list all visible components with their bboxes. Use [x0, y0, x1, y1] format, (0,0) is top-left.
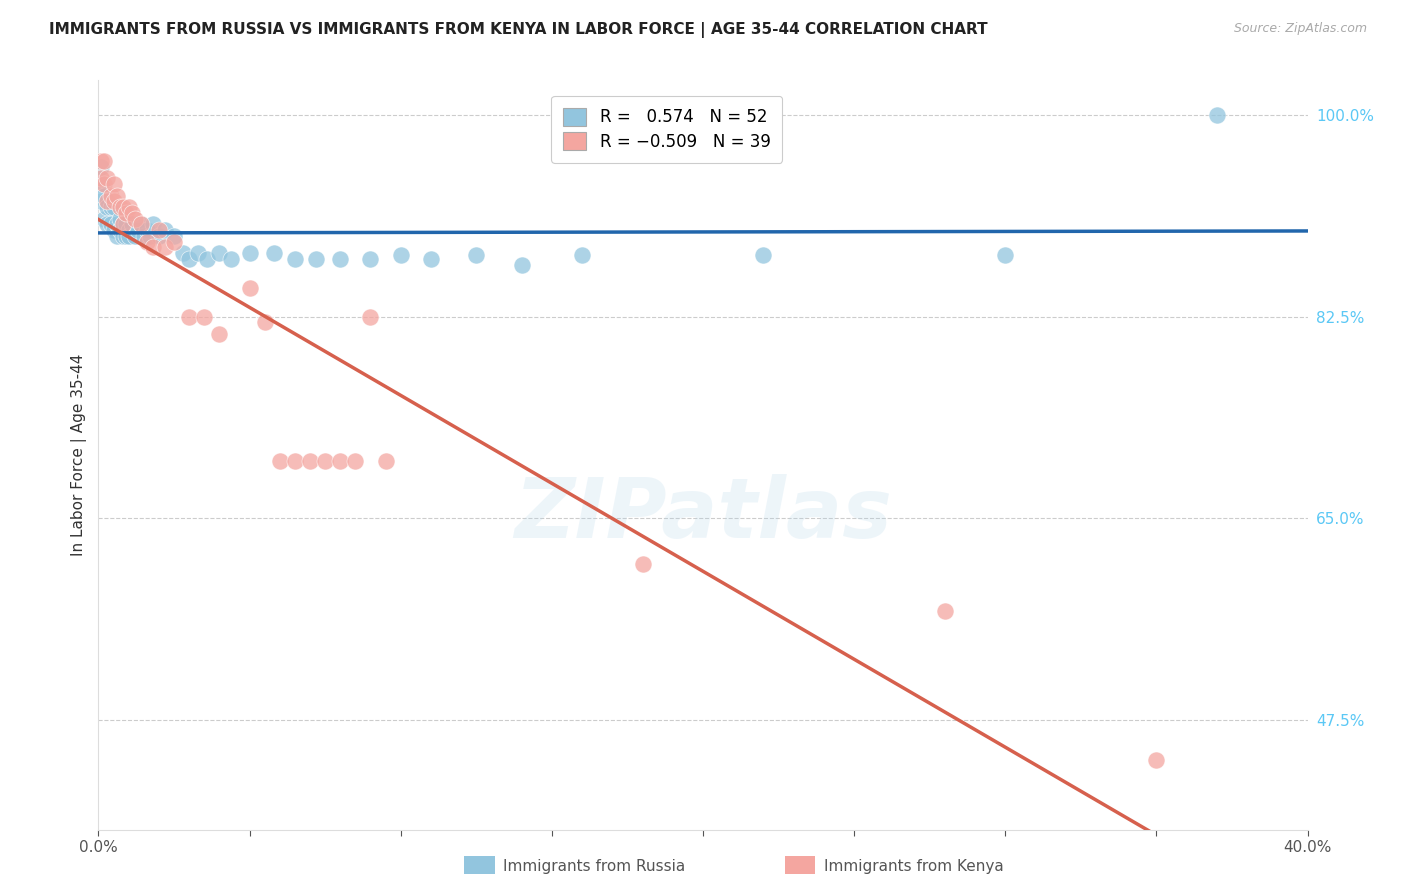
- Point: [269, 453, 291, 467]
- Point: [111, 200, 134, 214]
- Point: [121, 206, 143, 220]
- Point: [179, 310, 201, 324]
- Point: [96, 171, 118, 186]
- Point: [571, 248, 593, 262]
- Point: [121, 218, 143, 232]
- Point: [111, 218, 134, 232]
- Point: [934, 603, 956, 617]
- Point: [124, 228, 146, 243]
- Point: [163, 235, 186, 249]
- Point: [148, 223, 170, 237]
- Text: IMMIGRANTS FROM RUSSIA VS IMMIGRANTS FROM KENYA IN LABOR FORCE | AGE 35-44 CORRE: IMMIGRANTS FROM RUSSIA VS IMMIGRANTS FRO…: [49, 22, 988, 38]
- Point: [172, 246, 194, 260]
- Point: [127, 223, 149, 237]
- Point: [118, 223, 141, 237]
- Point: [93, 211, 115, 226]
- Point: [105, 188, 128, 202]
- Point: [314, 453, 336, 467]
- Point: [631, 558, 654, 572]
- Point: [208, 246, 231, 260]
- Point: [132, 228, 155, 243]
- Point: [305, 252, 328, 266]
- Legend: R =   0.574   N = 52, R = −0.509   N = 39: R = 0.574 N = 52, R = −0.509 N = 39: [551, 96, 782, 162]
- Point: [299, 453, 322, 467]
- Point: [148, 228, 170, 243]
- Point: [193, 310, 215, 324]
- Point: [153, 240, 176, 254]
- Point: [114, 206, 136, 220]
- Point: [239, 281, 262, 295]
- Point: [114, 218, 136, 232]
- Point: [208, 326, 231, 341]
- Point: [96, 218, 118, 232]
- Point: [284, 453, 307, 467]
- Point: [96, 194, 118, 209]
- Point: [994, 248, 1017, 262]
- Point: [90, 171, 112, 186]
- Text: Source: ZipAtlas.com: Source: ZipAtlas.com: [1233, 22, 1367, 36]
- Text: Immigrants from Russia: Immigrants from Russia: [503, 859, 686, 873]
- Point: [124, 211, 146, 226]
- Point: [389, 248, 412, 262]
- Point: [111, 218, 134, 232]
- Point: [187, 246, 209, 260]
- Point: [329, 252, 352, 266]
- Point: [90, 194, 112, 209]
- Point: [420, 252, 443, 266]
- Point: [96, 200, 118, 214]
- Point: [108, 223, 131, 237]
- Text: ZIPatlas: ZIPatlas: [515, 475, 891, 556]
- Point: [129, 218, 152, 232]
- Point: [329, 453, 352, 467]
- Point: [100, 200, 122, 214]
- Point: [135, 223, 157, 237]
- Point: [179, 252, 201, 266]
- Point: [1206, 108, 1229, 122]
- Point: [103, 177, 125, 191]
- Point: [90, 160, 112, 174]
- Point: [253, 315, 276, 329]
- Point: [108, 211, 131, 226]
- Point: [100, 218, 122, 232]
- Point: [90, 153, 112, 168]
- Point: [153, 223, 176, 237]
- Point: [135, 235, 157, 249]
- Point: [93, 188, 115, 202]
- Point: [465, 248, 488, 262]
- Point: [344, 453, 367, 467]
- Point: [239, 246, 262, 260]
- Point: [118, 228, 141, 243]
- Point: [142, 240, 165, 254]
- Point: [90, 177, 112, 191]
- Point: [360, 252, 382, 266]
- Point: [93, 177, 115, 191]
- Point: [752, 248, 775, 262]
- Point: [129, 218, 152, 232]
- Point: [105, 218, 128, 232]
- Point: [195, 252, 218, 266]
- Point: [105, 228, 128, 243]
- Point: [284, 252, 307, 266]
- Text: Immigrants from Kenya: Immigrants from Kenya: [824, 859, 1004, 873]
- Point: [103, 200, 125, 214]
- Point: [139, 228, 162, 243]
- Point: [111, 228, 134, 243]
- Point: [103, 194, 125, 209]
- Point: [221, 252, 243, 266]
- Point: [142, 218, 165, 232]
- Point: [108, 200, 131, 214]
- Point: [93, 153, 115, 168]
- Point: [1144, 753, 1167, 767]
- Point: [103, 223, 125, 237]
- Point: [360, 310, 382, 324]
- Y-axis label: In Labor Force | Age 35-44: In Labor Force | Age 35-44: [72, 354, 87, 556]
- Point: [114, 228, 136, 243]
- Point: [263, 246, 285, 260]
- Point: [510, 258, 533, 272]
- Point: [374, 453, 396, 467]
- Point: [118, 200, 141, 214]
- Point: [100, 188, 122, 202]
- Point: [163, 228, 186, 243]
